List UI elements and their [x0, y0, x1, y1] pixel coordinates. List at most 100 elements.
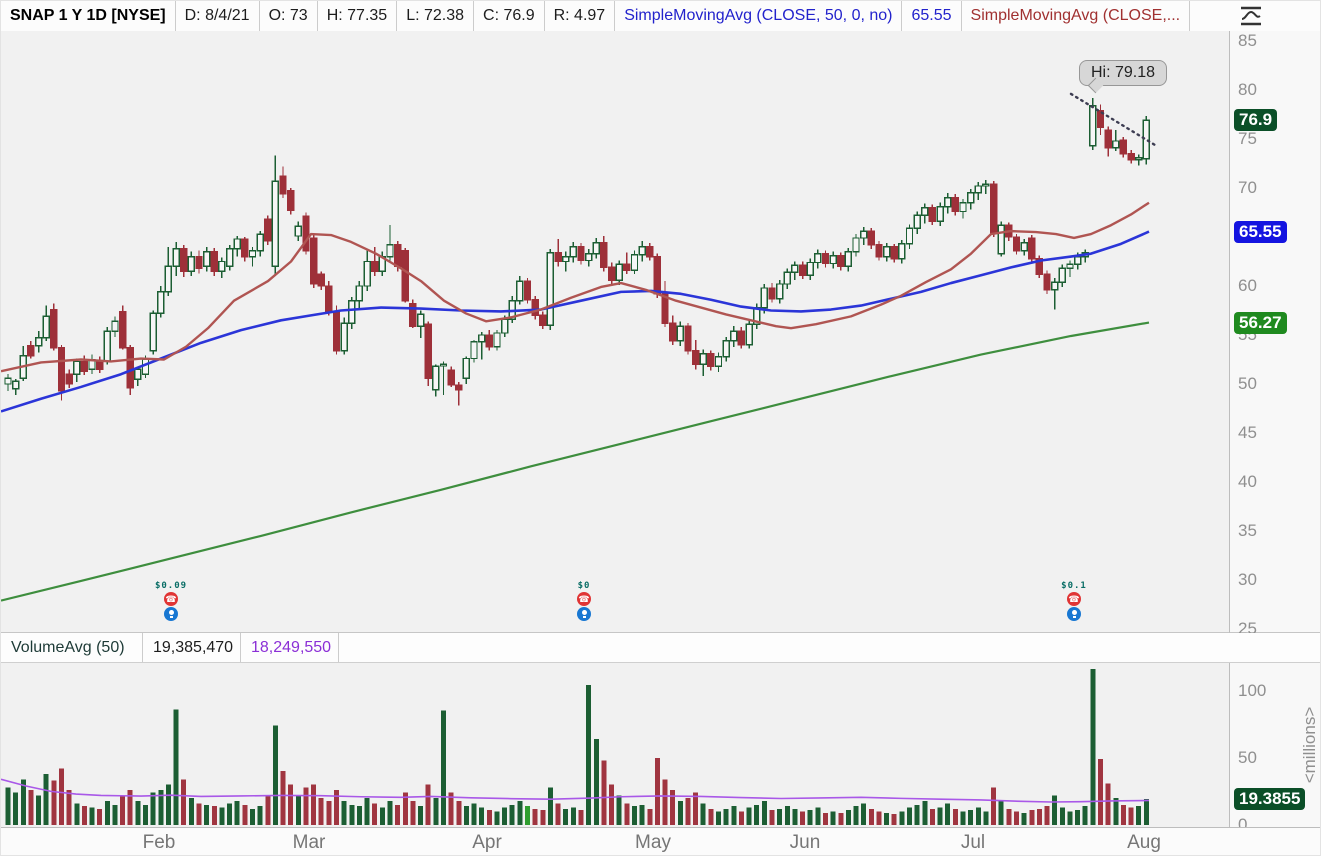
volume-average-line — [1, 778, 1150, 803]
candle — [401, 247, 409, 303]
volume-current-value: 19,385,470 — [143, 633, 241, 662]
candle — [118, 305, 127, 350]
candle — [584, 248, 593, 267]
volume-bars — [5, 668, 1149, 825]
candle — [19, 345, 27, 382]
candle — [11, 379, 20, 395]
candle — [989, 181, 998, 237]
candle — [317, 271, 325, 290]
sma200-line — [1, 321, 1150, 602]
candle — [1012, 234, 1021, 255]
price-chart-pane[interactable]: Hi: 79.18 $0.09 ☎ $0 ☎ $0.1 ☎ — [1, 31, 1229, 634]
candle — [309, 235, 318, 288]
candle — [195, 250, 203, 274]
earnings-marker[interactable]: $0.1 ☎ — [1054, 581, 1094, 621]
candle — [279, 166, 287, 198]
candle — [1119, 137, 1128, 158]
candle — [271, 155, 280, 277]
ohlc-field: D: 8/4/21 — [176, 1, 260, 31]
candle — [600, 236, 608, 272]
candle — [844, 247, 853, 272]
eps-amount: $0.09 — [154, 581, 188, 591]
candle — [1020, 238, 1028, 256]
volume-axis[interactable]: 100 50 0 19.3855 — [1229, 663, 1320, 834]
candle — [913, 211, 921, 235]
candle — [1142, 115, 1151, 165]
candle — [363, 249, 371, 291]
earnings-bulb-icon[interactable] — [577, 607, 591, 621]
candle — [88, 354, 96, 375]
candle — [944, 192, 952, 214]
candle — [187, 251, 196, 277]
ohlc-field: H: 77.35 — [318, 1, 398, 31]
candle — [470, 339, 478, 363]
candle — [997, 221, 1005, 257]
candle — [27, 340, 35, 359]
volume-pane[interactable] — [1, 663, 1229, 827]
candle — [539, 311, 547, 330]
sma2-study-label[interactable]: SimpleMovingAvg (CLOSE,... — [962, 1, 1191, 31]
month-label: Apr — [472, 832, 502, 853]
sma-fast-line — [1, 201, 1150, 373]
candle — [164, 246, 173, 296]
candle — [523, 278, 532, 304]
month-label: Mar — [292, 832, 326, 853]
price-tick-label: 60 — [1238, 276, 1257, 295]
candle — [569, 241, 578, 263]
eps-amount: $0 — [577, 581, 591, 591]
month-label: Feb — [142, 832, 176, 853]
candle — [783, 268, 791, 289]
candle — [241, 237, 249, 262]
volume-study-header: VolumeAvg (50) 19,385,470 18,249,550 — [1, 633, 1320, 663]
price-tick-label: 70 — [1238, 178, 1257, 197]
candle — [921, 203, 929, 224]
candle — [707, 350, 715, 371]
candle — [1058, 264, 1067, 287]
candle — [577, 242, 585, 265]
earnings-marker[interactable]: $0.09 ☎ — [151, 581, 191, 621]
candle — [233, 236, 241, 257]
candle — [661, 281, 669, 328]
candle — [439, 361, 448, 395]
candle — [508, 295, 516, 324]
candle — [875, 240, 883, 261]
candle — [714, 352, 723, 373]
candle — [630, 250, 639, 275]
earnings-marker[interactable]: $0 ☎ — [564, 581, 604, 621]
candle — [65, 369, 73, 388]
price-tick-label: 85 — [1238, 31, 1257, 50]
candle — [1135, 154, 1143, 166]
candle — [485, 330, 494, 351]
candle — [745, 320, 753, 349]
volume-avg-label[interactable]: VolumeAvg (50) — [1, 633, 143, 662]
candle — [623, 252, 631, 275]
earnings-bulb-icon[interactable] — [1067, 607, 1081, 621]
price-tick-label: 35 — [1238, 521, 1257, 540]
symbol-title[interactable]: SNAP 1 Y 1D [NYSE] — [1, 1, 176, 31]
conference-call-icon[interactable]: ☎ — [1067, 592, 1081, 606]
candle — [791, 261, 799, 281]
conference-call-icon[interactable]: ☎ — [164, 592, 178, 606]
candle — [103, 327, 112, 365]
candle — [50, 303, 58, 351]
candle — [34, 331, 43, 353]
volume-badge: 19.3855 — [1234, 787, 1306, 810]
price-tick-label: 30 — [1238, 570, 1257, 589]
candle — [798, 261, 807, 280]
time-axis[interactable]: Feb Mar Apr May Jun Jul Aug — [1, 827, 1320, 855]
candle — [554, 238, 562, 267]
candle — [1035, 255, 1044, 279]
candle — [386, 225, 394, 262]
candle — [180, 244, 188, 278]
candle — [248, 246, 257, 267]
month-label: Aug — [1127, 832, 1161, 853]
candle — [646, 242, 654, 261]
conference-call-icon[interactable]: ☎ — [577, 592, 591, 606]
auto-scale-icon[interactable] — [1238, 4, 1264, 28]
candle — [982, 180, 990, 194]
sma50-study-label[interactable]: SimpleMovingAvg (CLOSE, 50, 0, no) — [615, 1, 903, 31]
candle — [286, 188, 295, 215]
earnings-bulb-icon[interactable] — [164, 607, 178, 621]
candle — [264, 215, 272, 245]
